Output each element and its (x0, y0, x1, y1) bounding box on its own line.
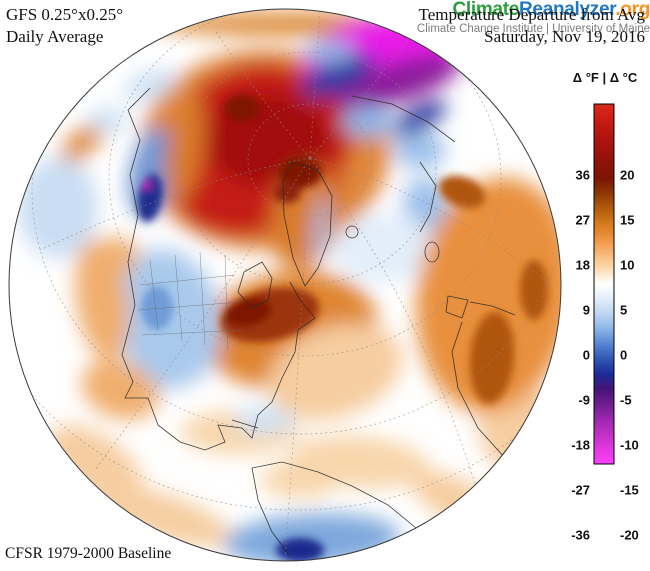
legend-tick-f: -36 (571, 527, 590, 543)
anomaly-pale-cool-patch (88, 107, 128, 133)
anomaly-us-cool-core (141, 286, 173, 330)
anomaly-west-coast-warm (81, 360, 159, 420)
anomaly-arctic-maroon (224, 95, 260, 121)
anomaly-gulf-pale-cool (235, 406, 295, 434)
branding: ClimateReanalyzer.org Climate Change Ins… (0, 0, 650, 35)
logo-org: .org (615, 0, 650, 20)
state-borders (137, 251, 246, 351)
anomaly-warm-peach-wash (267, 323, 403, 421)
model-label: GFS 0.25°x0.25° Daily Average (6, 4, 123, 49)
climate-reanalyzer-logo: ClimateReanalyzer.org (0, 0, 650, 21)
legend: Δ °F | Δ °C 36 27 18 9 0 -9 -18 -27 -36 … (560, 70, 650, 543)
legend-tick-c: -20 (620, 527, 639, 543)
legend-tick-f: 18 (575, 257, 590, 273)
legend-colorbar (593, 103, 615, 465)
title-line2: Saturday, Nov 19, 2016 (484, 27, 645, 47)
legend-tick-c: 5 (620, 302, 628, 318)
anomaly-europe-africa-warm (416, 177, 561, 413)
anomaly-rim-warm-wash (88, 483, 232, 547)
anomaly-pacific-cool (18, 158, 98, 258)
graticule (9, 9, 561, 561)
legend-tick-c: -15 (620, 482, 639, 498)
legend-tick-c: -5 (620, 392, 632, 408)
anomaly-field-cores (137, 95, 548, 561)
legend-tick-f: 27 (575, 212, 590, 228)
legend-tick-c: 20 (620, 167, 635, 183)
anomaly-siberia-cold-navy (301, 52, 375, 98)
anomaly-arctic-maroon (278, 156, 322, 188)
anomaly-tropics-warm-wash (260, 462, 340, 498)
anomaly-south-america-cold-core (276, 538, 324, 561)
logo-climate: Climate (452, 0, 520, 20)
anomaly-europe-warm-dark (520, 260, 548, 320)
legend-tick-c: 15 (620, 212, 635, 228)
anomaly-arctic-blue-patch (342, 106, 394, 138)
map-title: Temperature Departure from Avg Saturday,… (419, 4, 645, 49)
anomaly-greenland-east-blue (312, 194, 328, 262)
anomaly-africa-warm-dark (469, 312, 515, 404)
legend-tick-f: 9 (582, 302, 590, 318)
anomaly-scandinavia-blue (403, 177, 447, 233)
legend-tick-f: 36 (575, 167, 590, 183)
anomaly-kara-blue (394, 132, 446, 168)
legend-tick-f: 0 (582, 347, 590, 363)
legend-tick-c: 0 (620, 347, 628, 363)
anomaly-bering-warm-band (165, 93, 205, 203)
anomaly-pale-cool-patch (123, 68, 177, 102)
anomaly-cold-magenta-speck (143, 180, 151, 190)
title-line1: Temperature Departure from Avg (418, 5, 645, 24)
anomaly-greenland-dark-spot (273, 181, 301, 203)
legend-tick-f: -27 (571, 482, 590, 498)
anomaly-europe-warm-dark (438, 175, 486, 209)
legend-tick-c: 10 (620, 257, 635, 273)
model-line1: GFS 0.25°x0.25° (6, 5, 124, 24)
institute-label: Climate Change Institute | University of… (416, 22, 650, 35)
baseline-label: CFSR 1979-2000 Baseline (5, 544, 172, 562)
logo-reanalyzer: Reanalyzer (519, 0, 616, 20)
anomaly-arctic-blue-patch (305, 40, 355, 64)
anomaly-quebec-maroon (224, 297, 272, 327)
model-line2: Daily Average (6, 27, 104, 47)
globe-outline (8, 8, 562, 562)
legend-tick-f: -9 (578, 392, 590, 408)
anomaly-atlantic-pale-blue (333, 214, 437, 282)
legend-tick-f: -18 (571, 437, 590, 453)
coastlines (121, 87, 529, 557)
legend-header: Δ °F | Δ °C (572, 70, 638, 85)
legend-tick-c: -10 (620, 437, 639, 453)
anomaly-siberia-cold-purple (334, 54, 462, 110)
